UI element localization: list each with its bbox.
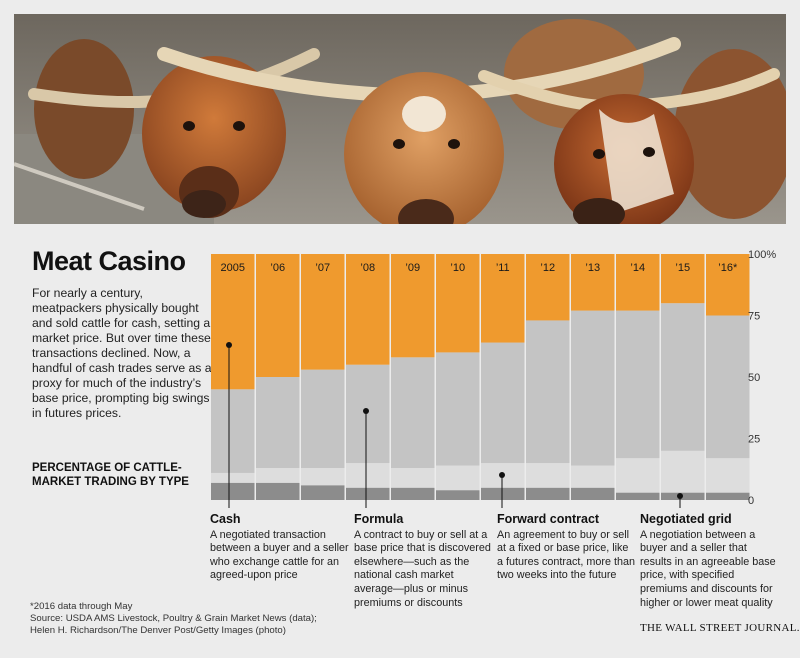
bar-segment-cash: [211, 254, 255, 390]
x-tick-label: ’11: [496, 262, 510, 274]
bar-segment-negotiated-grid: [346, 487, 390, 500]
bar-segment-forward-contract: [256, 468, 300, 483]
x-tick-label: ’09: [405, 262, 420, 274]
x-tick-label: ’16*: [718, 262, 738, 274]
bar-segment-formula: [346, 364, 390, 464]
leader-dot: [226, 342, 232, 348]
bar-segment-negotiated-grid: [616, 492, 660, 500]
annotation-negotiated-grid-title: Negotiated grid: [640, 512, 732, 526]
bar-segment-cash: [346, 254, 390, 365]
bar-segment-forward-contract: [616, 458, 660, 493]
bar-segment-forward-contract: [436, 465, 480, 491]
annotation-cash: Cash A negotiated transaction between a …: [210, 512, 350, 583]
annotation-negotiated-grid-text: A negotiation between a buyer and a sell…: [640, 528, 776, 609]
bar-segment-formula: [256, 377, 300, 469]
bar-segment-forward-contract: [211, 472, 255, 483]
y-tick-label: 100%: [748, 249, 776, 261]
x-tick-label: ’12: [540, 262, 555, 274]
bar-segment-cash: [391, 254, 435, 358]
footnote-credit: Helen H. Richardson/The Denver Post/Gett…: [30, 625, 286, 636]
bar-segment-formula: [571, 310, 615, 466]
bar-segment-cash: [661, 254, 705, 304]
bar-segment-negotiated-grid: [436, 490, 480, 500]
bar-segment-negotiated-grid: [301, 485, 345, 500]
y-tick-label: 50: [748, 372, 760, 384]
bar-segment-formula: [436, 352, 480, 466]
bar-segment-cash: [301, 254, 345, 370]
footnote-data-note: *2016 data through May: [30, 601, 133, 612]
bar-segment-formula: [211, 389, 255, 473]
bar-segment-formula: [526, 320, 570, 464]
annotation-cash-text: A negotiated transaction between a buyer…: [210, 528, 349, 582]
bar-segment-formula: [661, 303, 705, 451]
page-title: Meat Casino: [32, 246, 186, 276]
bar-segment-cash: [616, 254, 660, 311]
bar-segment-formula: [391, 357, 435, 469]
bar-segment-cash: [436, 254, 480, 353]
bar-segment-forward-contract: [391, 468, 435, 488]
annotation-negotiated-grid: Negotiated grid A negotiation between a …: [640, 512, 780, 610]
bar-segment-formula: [301, 369, 345, 469]
intro-text: For nearly a century, meatpackers physic…: [32, 286, 212, 420]
chart-subhead: PERCENTAGE OF CATTLE-MARKET TRADING BY T…: [32, 462, 189, 488]
bar-segment-cash: [706, 254, 750, 316]
x-tick-label: ’08: [360, 262, 375, 274]
footnotes: *2016 data through May Source: USDA AMS …: [30, 601, 590, 637]
bar-segment-formula: [481, 342, 525, 464]
bar-segment-forward-contract: [571, 465, 615, 488]
annotation-formula-text: A contract to buy or sell at a base pric…: [354, 528, 491, 609]
cattle-photo: [14, 14, 786, 224]
leader-dot: [499, 472, 505, 478]
bar-segment-cash: [256, 254, 300, 377]
leader-dot: [677, 493, 683, 499]
x-tick-label: ’15: [675, 262, 690, 274]
bar-segment-cash: [571, 254, 615, 311]
x-tick-label: ’13: [585, 262, 600, 274]
bar-segment-forward-contract: [661, 450, 705, 493]
y-tick-label: 0: [748, 495, 754, 507]
annotation-formula-title: Formula: [354, 512, 404, 526]
bar-segment-negotiated-grid: [571, 487, 615, 500]
x-tick-label: 2005: [221, 262, 245, 274]
footnote-source: Source: USDA AMS Livestock, Poultry & Gr…: [30, 613, 317, 624]
x-tick-label: ’14: [630, 262, 645, 274]
bar-segment-cash: [526, 254, 570, 321]
bar-segment-formula: [706, 315, 750, 459]
bar-segment-negotiated-grid: [706, 492, 750, 500]
bar-segment-cash: [481, 254, 525, 343]
annotation-formula: Formula A contract to buy or sell at a b…: [354, 512, 494, 610]
bar-segment-forward-contract: [301, 468, 345, 486]
bar-segment-negotiated-grid: [256, 482, 300, 500]
x-tick-label: ’06: [270, 262, 285, 274]
publisher-brand: THE WALL STREET JOURNAL.: [640, 622, 800, 634]
y-tick-label: 25: [748, 434, 760, 446]
bar-segment-negotiated-grid: [211, 482, 255, 500]
x-tick-label: ’10: [450, 262, 465, 274]
annotation-forward-contract-title: Forward contract: [497, 512, 600, 526]
leader-dot: [363, 408, 369, 414]
bar-segment-negotiated-grid: [526, 487, 570, 500]
bar-segment-forward-contract: [346, 463, 390, 488]
annotation-forward-contract-text: An agreement to buy or sell at a fixed o…: [497, 528, 636, 582]
bar-segment-formula: [616, 310, 660, 459]
y-tick-label: 75: [748, 311, 760, 323]
annotation-cash-title: Cash: [210, 512, 241, 526]
bar-segment-negotiated-grid: [481, 487, 525, 500]
annotation-forward-contract: Forward contract An agreement to buy or …: [497, 512, 637, 583]
x-tick-label: ’07: [315, 262, 330, 274]
bar-segment-forward-contract: [526, 463, 570, 488]
bar-segment-forward-contract: [706, 458, 750, 493]
bar-segment-negotiated-grid: [391, 487, 435, 500]
